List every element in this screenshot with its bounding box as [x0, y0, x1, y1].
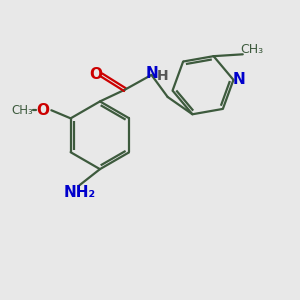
- Text: CH₃: CH₃: [12, 104, 33, 117]
- Text: H: H: [157, 69, 169, 83]
- Text: O: O: [36, 103, 49, 118]
- Text: CH₃: CH₃: [240, 44, 263, 56]
- Text: NH₂: NH₂: [63, 185, 95, 200]
- Text: N: N: [233, 72, 246, 87]
- Text: O: O: [90, 67, 103, 82]
- Text: N: N: [146, 66, 158, 81]
